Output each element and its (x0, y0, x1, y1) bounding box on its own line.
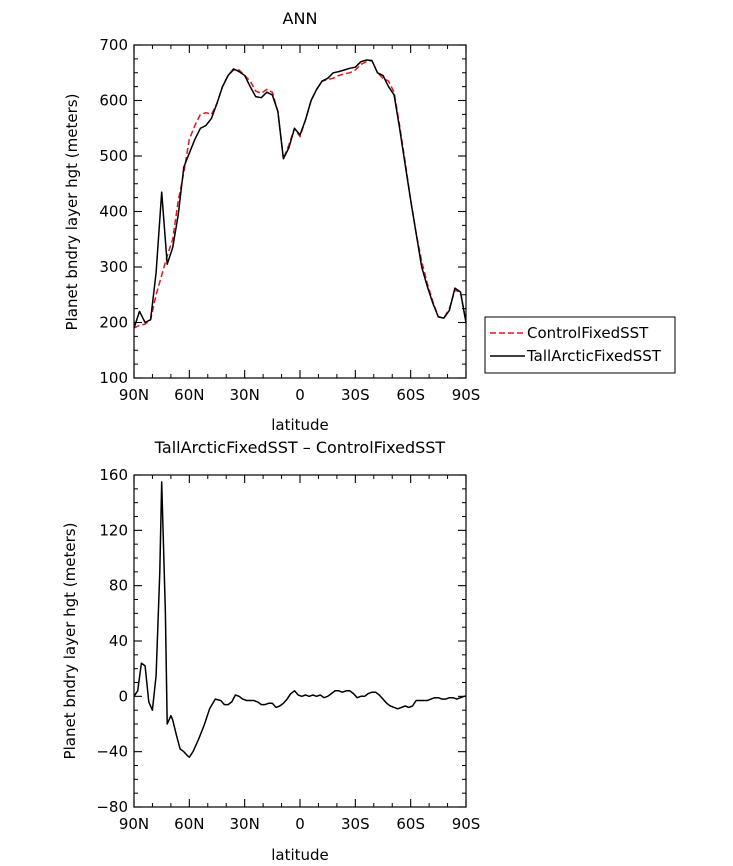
top-y-tick-label: 300 (99, 258, 128, 276)
top-panel: ANN 100 200 300 400 500 600 700 90N 60N 30N 0 30S 6… (63, 9, 676, 434)
legend-label-tallarctic: TallArcticFixedSST (526, 347, 662, 365)
bottom-y-axis-label: Planet bndry layer hgt (meters) (61, 523, 79, 760)
top-x-tick-label: 0 (295, 386, 305, 404)
bottom-axis-ticks (133, 474, 467, 808)
top-y-tick-label: 100 (99, 369, 128, 387)
legend-label-control: ControlFixedSST (527, 324, 649, 342)
bottom-y-tick-label: 80 (109, 577, 128, 595)
bottom-y-tick-label: 40 (109, 632, 128, 650)
top-y-tick-label: 200 (99, 314, 128, 332)
legend-box (484, 316, 676, 374)
bottom-x-tick-label: 90S (452, 815, 481, 833)
top-y-axis-label: Planet bndry layer hgt (meters) (63, 94, 81, 331)
bottom-series-line-difference (133, 481, 466, 758)
top-x-tick-labels: 90N 60N 30N 0 30S 60S 90S (119, 386, 480, 404)
top-y-tick-label: 400 (99, 203, 128, 221)
bottom-y-tick-label: 120 (99, 521, 128, 539)
top-x-tick-label: 60N (174, 386, 204, 404)
top-y-tick-label: 500 (99, 147, 128, 165)
bottom-y-tick-label: 160 (99, 466, 128, 484)
bottom-x-tick-labels: 90N 60N 30N 0 30S 60S 90S (119, 815, 480, 833)
bottom-x-axis-label: latitude (271, 846, 329, 864)
bottom-chart-title: TallArcticFixedSST – ControlFixedSST (154, 438, 446, 457)
top-x-tick-label: 30S (341, 386, 370, 404)
top-x-tick-label: 30N (230, 386, 260, 404)
bottom-x-tick-label: 60N (174, 815, 204, 833)
bottom-panel: TallArcticFixedSST – ControlFixedSST −80… (61, 438, 480, 864)
bottom-y-tick-label: −40 (96, 743, 128, 761)
top-x-tick-label: 90S (452, 386, 481, 404)
bottom-x-tick-label: 90N (119, 815, 149, 833)
legend: ControlFixedSST TallArcticFixedSST (484, 316, 676, 374)
top-chart-title: ANN (283, 9, 318, 28)
top-series-line-tallarcticfixedsst (133, 59, 467, 329)
bottom-series-lines (133, 481, 466, 758)
top-y-tick-label: 600 (99, 92, 128, 110)
top-plot-frame (133, 44, 467, 379)
bottom-x-tick-label: 60S (396, 815, 425, 833)
top-x-axis-label: latitude (271, 416, 329, 434)
bottom-plot-frame (133, 474, 467, 808)
bottom-x-tick-label: 30S (341, 815, 370, 833)
top-y-tick-labels: 100 200 300 400 500 600 700 (99, 36, 128, 387)
top-axis-ticks (133, 44, 467, 379)
bottom-y-tick-labels: −80 −40 0 40 80 120 160 (96, 466, 128, 816)
top-x-tick-label: 60S (396, 386, 425, 404)
top-x-tick-label: 90N (119, 386, 149, 404)
bottom-y-tick-label: 0 (118, 687, 128, 705)
bottom-x-tick-label: 30N (230, 815, 260, 833)
bottom-y-tick-label: −80 (96, 798, 128, 816)
bottom-x-tick-label: 0 (295, 815, 305, 833)
top-y-tick-label: 700 (99, 36, 128, 54)
top-series-line-controlfixedsst (133, 59, 467, 329)
top-series-lines (133, 59, 467, 329)
